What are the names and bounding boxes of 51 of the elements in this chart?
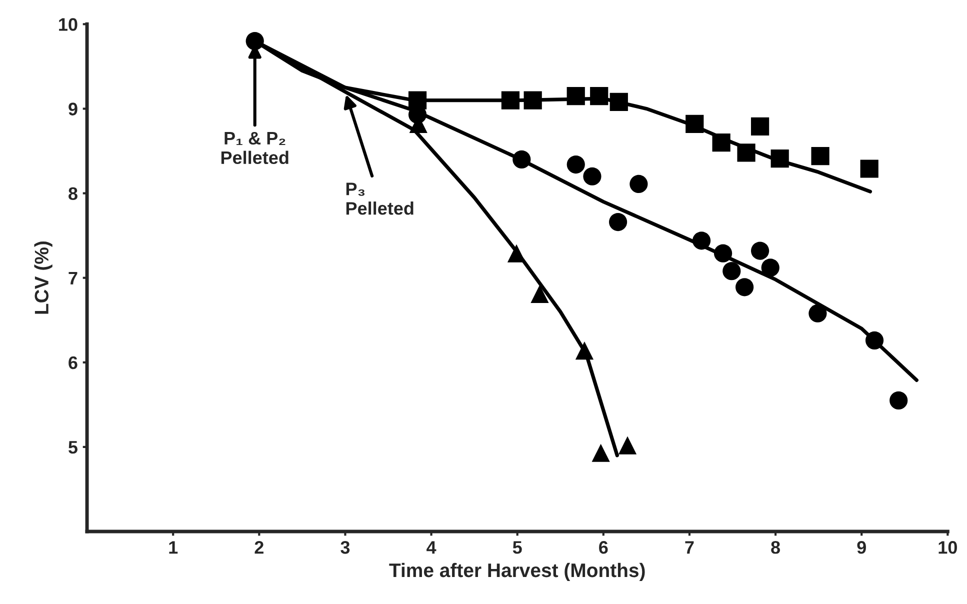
y-tick-label: 10 <box>59 18 78 31</box>
point <box>610 92 628 112</box>
point <box>618 436 637 454</box>
x-tick-label: 7 <box>685 541 694 554</box>
point <box>630 174 648 194</box>
point <box>808 304 827 322</box>
x-tick-label: 10 <box>938 541 957 554</box>
y-tick-label: 9 <box>68 102 78 116</box>
point <box>524 91 542 110</box>
point <box>246 32 264 50</box>
point <box>714 244 732 262</box>
annotation: P₁ & P₂ Pelleted <box>221 132 288 164</box>
x-tick-label: 6 <box>599 541 608 554</box>
y-axis-title: LCV (%) <box>34 242 52 314</box>
point <box>512 150 531 169</box>
point <box>761 258 780 277</box>
point <box>530 284 549 303</box>
point <box>890 391 908 410</box>
point <box>590 86 608 106</box>
point <box>770 150 789 168</box>
point <box>686 114 704 133</box>
y-tick-label: 8 <box>68 187 78 200</box>
y-tick-label: 7 <box>68 272 78 284</box>
point <box>608 212 628 232</box>
x-tick-label: 8 <box>771 541 780 554</box>
point <box>722 262 741 280</box>
point <box>501 91 520 110</box>
x-tick-label: 4 <box>426 541 436 554</box>
y-tick-label: 5 <box>68 441 78 454</box>
point <box>737 144 756 162</box>
x-axis-title: Time after Harvest (Months) <box>389 562 645 582</box>
point <box>566 155 585 174</box>
point <box>735 278 754 296</box>
y-tick-label: 6 <box>68 356 78 370</box>
point <box>750 242 770 260</box>
point <box>583 167 602 186</box>
point <box>566 86 585 106</box>
annotation: P₃ Pelleted <box>346 182 414 215</box>
point <box>712 133 730 152</box>
x-tick-label: 1 <box>169 541 178 554</box>
point <box>865 331 884 350</box>
point <box>750 117 770 136</box>
x-tick-label: 9 <box>857 541 866 554</box>
point <box>692 232 711 250</box>
x-tick-label: 5 <box>512 541 522 554</box>
point <box>592 444 610 462</box>
point <box>575 342 594 360</box>
x-tick-label: 3 <box>340 541 350 554</box>
point <box>811 147 830 166</box>
point <box>860 160 878 178</box>
x-tick-label: 2 <box>254 541 264 554</box>
